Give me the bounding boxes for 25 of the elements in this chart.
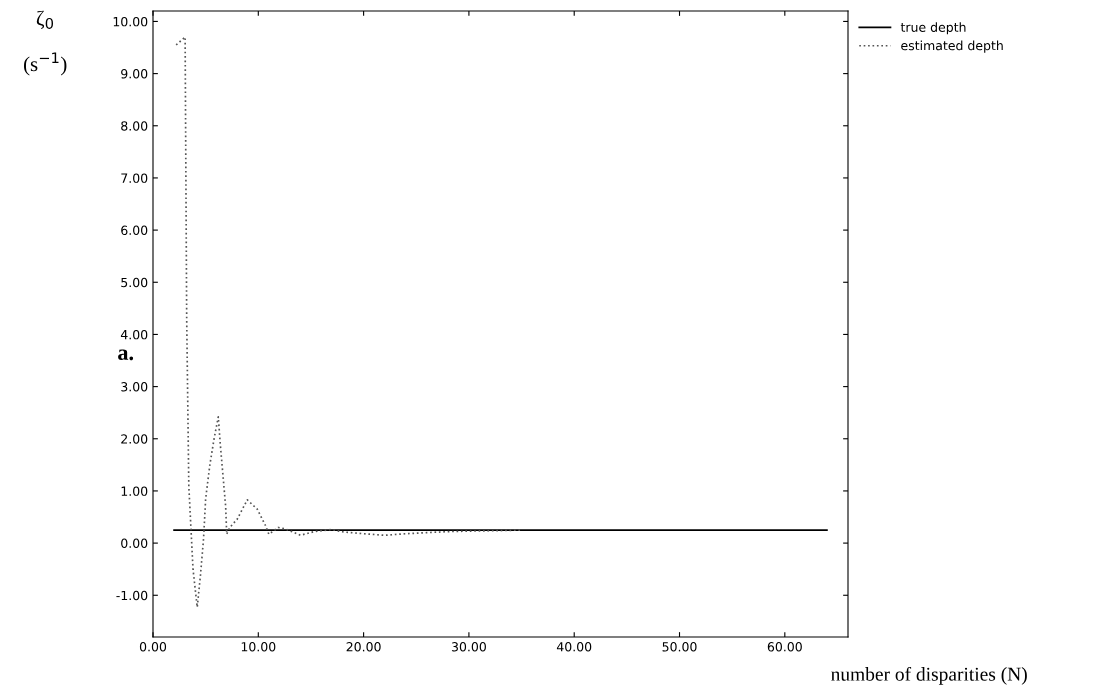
y-tick-label: 1.00	[121, 486, 148, 496]
x-tick-label: 60.00	[767, 642, 802, 652]
x-tick-label: 40.00	[556, 642, 592, 652]
y-tick-label: 6.00	[121, 225, 148, 236]
legend-label: true depth	[900, 22, 966, 35]
y-tick-label: 8.00	[121, 121, 148, 131]
x-tick-label: 50.00	[662, 642, 697, 652]
y-tick-label: -1.00	[116, 590, 148, 601]
x-tick-label: 10.00	[241, 642, 276, 652]
y-tick-label: 7.00	[121, 173, 148, 183]
y-tick-label: 4.00	[120, 329, 148, 340]
line-series	[175, 36, 523, 609]
legend-label: estimated depth	[901, 40, 1003, 53]
x-tick-label: 0.00	[139, 642, 167, 652]
text: ζ$_{0}$ (s$^{−1}$)	[24, 10, 67, 76]
y-tick-label: 0.00	[121, 538, 148, 549]
y-tick-label: 5.00	[121, 277, 148, 288]
x-tick-label: 20.00	[346, 642, 381, 652]
x-axis-title: number of disparities (N)	[831, 666, 1027, 685]
y-tick-label: 9.00	[121, 69, 148, 79]
text: a.	[118, 349, 134, 361]
x-tick-label: 30.00	[451, 642, 486, 652]
y-tick-label: 3.00	[121, 382, 148, 392]
y-tick-label: 2.00	[121, 434, 148, 444]
y-tick-label: 10.00	[113, 16, 148, 27]
